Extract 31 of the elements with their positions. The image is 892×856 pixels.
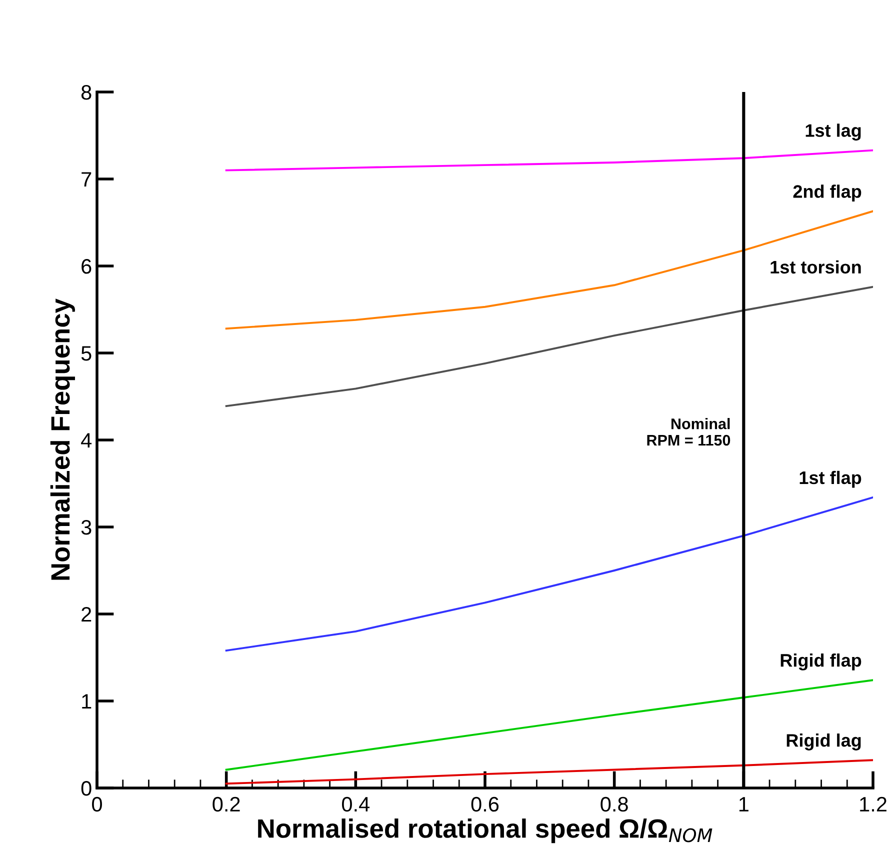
y-tick-label: 2: [82, 607, 92, 622]
x-tick-label: 0.4: [342, 796, 370, 812]
y-tick-label: 4: [81, 433, 92, 448]
series-label: 1st torsion: [770, 260, 861, 274]
series-label: 1st flap: [800, 470, 862, 488]
line-series: [225, 496, 873, 652]
x-tick-label: 1.2: [860, 796, 886, 812]
y-axis-title: Normalized Frequency: [50, 298, 75, 580]
series-label: Rigid flap: [780, 653, 862, 670]
x-tick-label: 1: [739, 797, 748, 812]
series-label: 2nd flap: [793, 184, 862, 202]
y-tick-label: 1: [82, 694, 92, 709]
x-tick-label: 0.8: [600, 796, 628, 812]
line-series: [225, 149, 873, 172]
y-tick-label: 0: [81, 781, 92, 796]
annotation: Nominal RPM = 1150: [647, 418, 730, 446]
line-series: [225, 679, 873, 771]
x-tick-label: 0.6: [471, 796, 499, 812]
y-tick-label: 8: [81, 85, 92, 100]
y-tick-label: 5: [81, 346, 92, 361]
line-series: [225, 759, 873, 785]
x-tick-label: 0.2: [212, 796, 240, 812]
series-label: 1st lag: [806, 124, 861, 141]
y-tick-label: 3: [81, 520, 92, 535]
series-label: Rigid lag: [786, 734, 861, 750]
y-tick-label: 6: [82, 259, 92, 274]
line-series: [225, 286, 873, 408]
x-tick-label: 0: [92, 796, 102, 812]
line-series: [225, 210, 873, 330]
y-tick-label: 7: [82, 172, 92, 187]
x-axis-title: Normalised rotational speed Ω/Ω$_{NOM}$: [258, 818, 712, 844]
